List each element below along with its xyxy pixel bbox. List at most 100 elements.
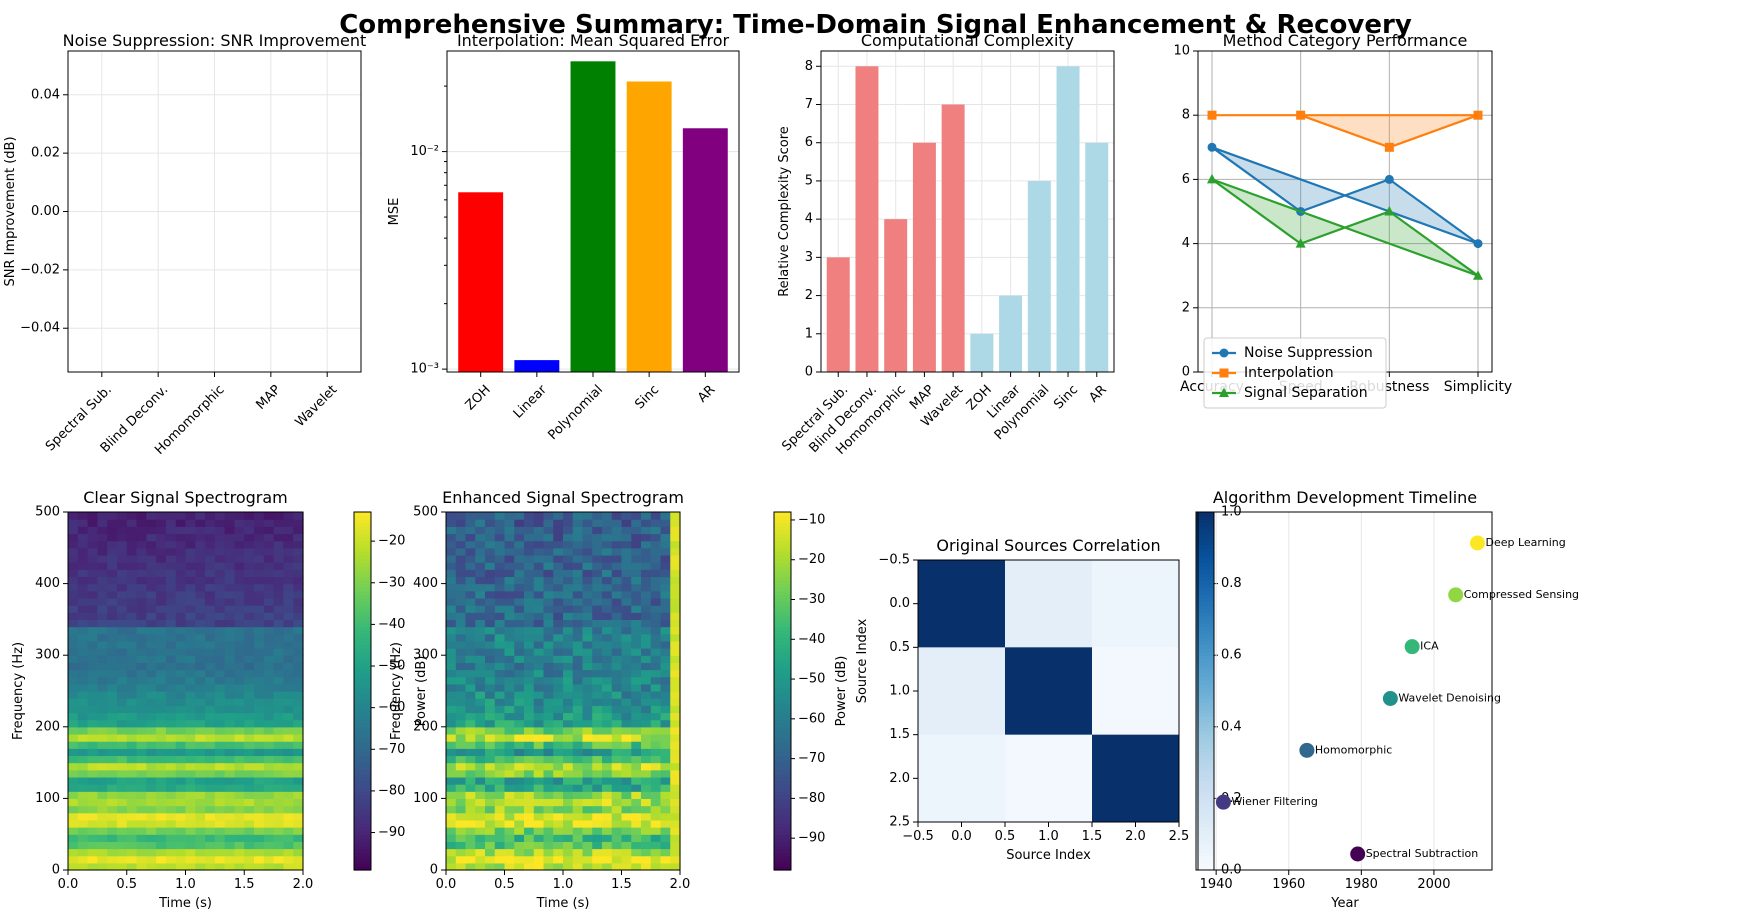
colorbar-segment (774, 834, 791, 839)
heatmap-cell (126, 547, 138, 556)
heatmap-cell (136, 540, 147, 549)
heatmap-cell (611, 855, 623, 864)
heatmap-cell (293, 626, 304, 635)
heatmap-cell (283, 748, 294, 757)
heatmap-cell (572, 633, 584, 642)
heatmap-cell (582, 676, 593, 685)
heatmap-cell (77, 705, 89, 714)
heatmap-cell (465, 827, 476, 835)
heatmap-cell (514, 755, 525, 764)
colorbar-segment (774, 637, 791, 642)
heatmap-cell (660, 841, 671, 850)
heatmap-cell (582, 576, 593, 585)
heatmap-cell (77, 683, 89, 692)
heatmap-cell (254, 626, 265, 635)
y-tick-label: 100 (413, 791, 438, 806)
heatmap-cell (475, 547, 486, 556)
heatmap-cell (485, 812, 496, 821)
heatmap-cell (553, 762, 564, 771)
heatmap-cell (465, 691, 476, 699)
heatmap-cell (455, 612, 467, 620)
colorbar-segment (354, 701, 371, 706)
heatmap-cell (68, 705, 79, 714)
heatmap-cell (234, 512, 245, 520)
heatmap-cell (68, 569, 79, 578)
heatmap-cell (533, 576, 545, 585)
heatmap-cell (116, 769, 128, 778)
heatmap-cell (582, 819, 593, 828)
heatmap-cell (116, 741, 128, 749)
heatmap-cell (446, 798, 457, 807)
heatmap-cell (165, 784, 177, 792)
heatmap-cell (650, 648, 662, 656)
heatmap-cell (602, 762, 613, 771)
heatmap-cell (136, 612, 147, 620)
heatmap-cell (504, 755, 515, 764)
y-tick-label: 400 (35, 576, 60, 591)
heatmap-cell (631, 554, 642, 563)
heatmap-cell (116, 619, 128, 628)
heatmap-cell (156, 805, 167, 814)
heatmap-cell (670, 669, 681, 678)
heatmap-cell (611, 812, 623, 821)
heatmap-cell (670, 819, 681, 828)
colorbar-segment (1196, 751, 1214, 757)
colorbar-segment (774, 698, 791, 703)
heatmap-cell (553, 683, 564, 692)
heatmap-cell (621, 798, 632, 807)
heatmap-cell (77, 855, 89, 864)
colorbar-segment (1196, 633, 1214, 638)
heatmap-cell (146, 762, 157, 771)
heatmap-cell (592, 769, 603, 778)
heatmap-cell (244, 633, 255, 642)
heatmap-cell (107, 569, 118, 578)
colorbar-segment (354, 841, 371, 846)
heatmap-cell (205, 855, 216, 864)
heatmap-cell (273, 583, 285, 592)
heatmap-cell (224, 769, 236, 778)
colorbar-segment (1196, 801, 1214, 807)
heatmap-cell (572, 848, 584, 857)
colorbar-segment (1196, 512, 1214, 517)
heatmap-cell (524, 733, 535, 742)
colorbar-segment (354, 726, 371, 731)
heatmap-cell (165, 633, 177, 642)
subplot-title: Computational Complexity (861, 31, 1074, 50)
heatmap-cell (195, 762, 206, 771)
heatmap-cell (126, 640, 138, 649)
heatmap-cell (582, 583, 593, 592)
heatmap-cell (572, 547, 584, 556)
heatmap-cell (107, 655, 118, 663)
heatmap-cell (273, 819, 285, 828)
colorbar-segment (774, 819, 791, 825)
heatmap-cell (641, 819, 652, 828)
heatmap-cell (87, 633, 98, 642)
x-tick-label: 1940 (1200, 877, 1233, 892)
heatmap-cell (543, 619, 554, 628)
heatmap-cell (533, 798, 545, 807)
heatmap-cell (592, 712, 603, 721)
heatmap-cell (273, 691, 285, 699)
heatmap-cell (273, 626, 285, 635)
heatmap-cell (621, 626, 632, 635)
heatmap-cell (205, 590, 216, 599)
heatmap-cell (205, 848, 216, 857)
heatmap-cell (602, 662, 613, 671)
colorbar-segment (354, 741, 371, 746)
heatmap-cell (77, 827, 89, 835)
heatmap-cell (504, 640, 515, 649)
y-tick-label: 7 (805, 97, 813, 112)
heatmap-cell (670, 705, 681, 714)
colorbar-segment (1196, 630, 1214, 635)
heatmap-cell (77, 791, 89, 799)
colorbar-segment (1196, 615, 1214, 620)
heatmap-cell (563, 791, 574, 799)
heatmap-cell (214, 741, 226, 749)
heatmap-cell (553, 633, 564, 642)
heatmap-cell (455, 726, 467, 735)
heatmap-cell (494, 855, 506, 864)
heatmap-cell (611, 547, 623, 556)
heatmap-cell (146, 855, 157, 864)
heatmap-cell (650, 755, 662, 764)
heatmap-cell (126, 769, 138, 778)
